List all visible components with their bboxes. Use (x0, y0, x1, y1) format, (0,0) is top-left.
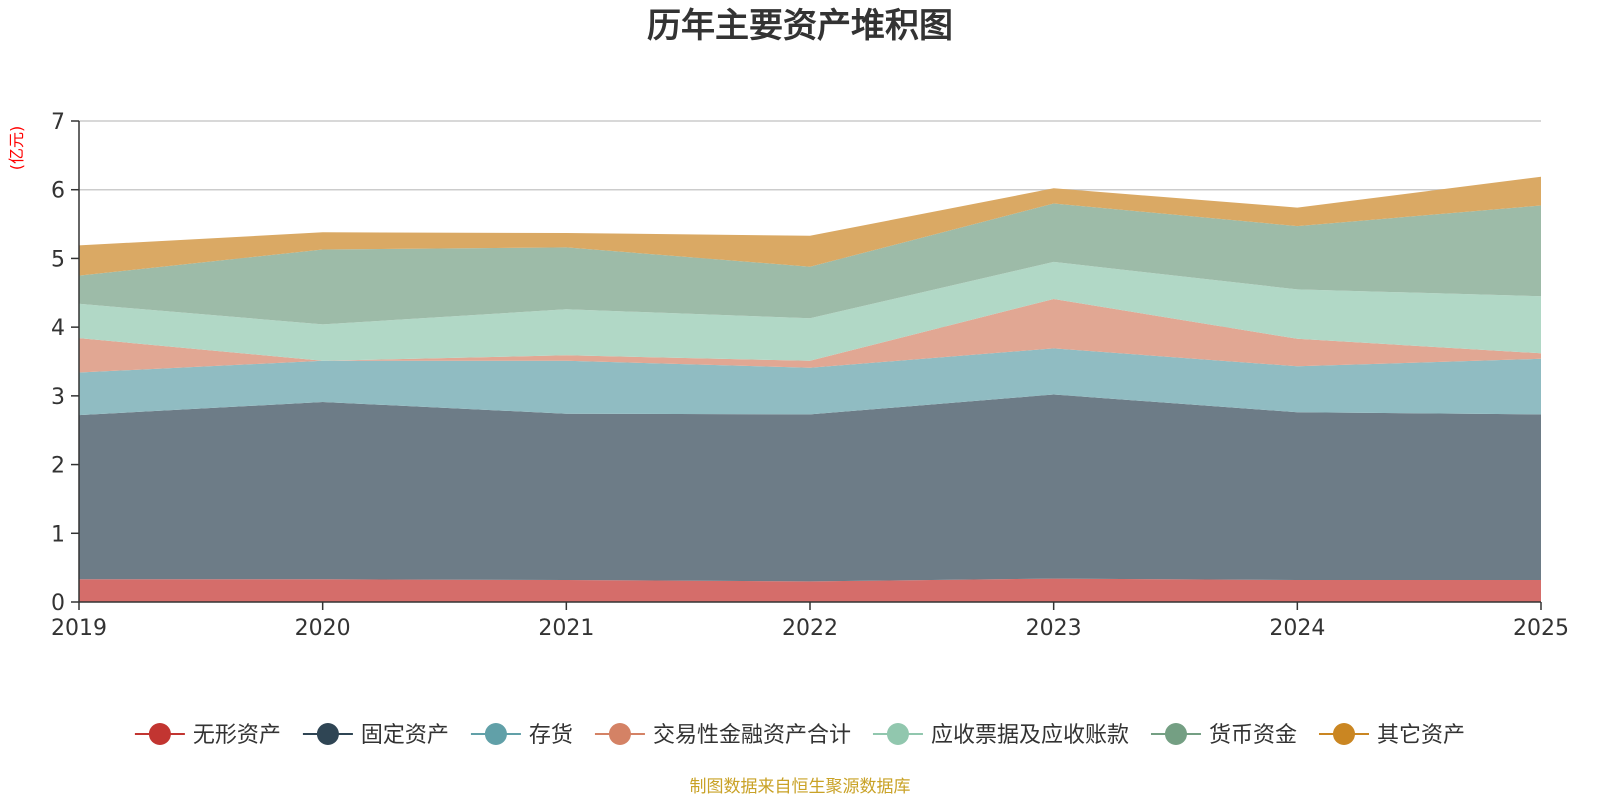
x-tick-label: 2022 (782, 616, 838, 641)
legend-item-4[interactable]: 交易性金融资产合计 (594, 723, 851, 748)
legend-item-2[interactable]: 固定资产 (302, 723, 449, 748)
legend-swatch-dot (484, 723, 507, 745)
legend-item-5[interactable]: 应收票据及应收账款 (872, 723, 1129, 748)
area-series-5 (79, 261, 1541, 361)
y-axis-ticks: 0 1 2 3 4 5 6 7 (51, 110, 79, 616)
area-series (79, 176, 1541, 602)
y-tick-label: 1 (51, 522, 65, 547)
legend-label: 固定资产 (361, 723, 449, 748)
y-tick-label: 5 (51, 247, 65, 272)
legend-swatch-dot (1332, 723, 1355, 745)
legend: 无形资产 固定资产 存货 交易性金融资产合计 应收票据及应收账款 货币资金 其它资产 (134, 723, 1465, 748)
legend-swatch-dot (1164, 723, 1187, 745)
legend-swatch-dot (886, 723, 909, 745)
legend-label: 货币资金 (1209, 723, 1297, 748)
legend-label: 其它资产 (1377, 723, 1465, 748)
area-series-4 (79, 299, 1541, 373)
data-source-note: 制图数据来自恒生聚源数据库 (690, 777, 911, 797)
legend-label: 应收票据及应收账款 (931, 723, 1129, 748)
chart-title: 历年主要资产堆积图 (647, 6, 953, 46)
area-series-7 (79, 176, 1541, 276)
y-tick-label: 4 (51, 316, 65, 341)
legend-swatch-dot (608, 723, 631, 745)
area-series-3 (79, 348, 1541, 416)
legend-item-7[interactable]: 其它资产 (1318, 723, 1465, 748)
x-tick-label: 2025 (1513, 616, 1569, 641)
y-tick-label: 2 (51, 454, 65, 479)
legend-label: 无形资产 (193, 723, 281, 748)
y-tick-label: 7 (51, 110, 65, 135)
x-tick-label: 2024 (1269, 616, 1325, 641)
x-tick-label: 2023 (1026, 616, 1082, 641)
x-tick-label: 2020 (295, 616, 351, 641)
y-tick-label: 6 (51, 179, 65, 204)
x-tick-label: 2019 (51, 616, 107, 641)
legend-swatch-dot (148, 723, 171, 745)
area-series-2 (79, 394, 1541, 582)
y-tick-label: 3 (51, 385, 65, 410)
legend-swatch-dot (316, 723, 339, 745)
legend-item-3[interactable]: 存货 (470, 723, 573, 748)
y-tick-label: 0 (51, 591, 65, 616)
y-axis-unit: (亿元) (7, 126, 26, 171)
legend-label: 存货 (529, 723, 573, 748)
x-axis-ticks: 2019 2020 2021 2022 2023 2024 2025 (51, 602, 1569, 641)
x-tick-label: 2021 (538, 616, 594, 641)
area-series-6 (79, 203, 1541, 325)
area-series-1 (79, 578, 1541, 602)
legend-item-1[interactable]: 无形资产 (134, 723, 281, 748)
legend-label: 交易性金融资产合计 (653, 723, 851, 748)
legend-item-6[interactable]: 货币资金 (1150, 723, 1297, 748)
